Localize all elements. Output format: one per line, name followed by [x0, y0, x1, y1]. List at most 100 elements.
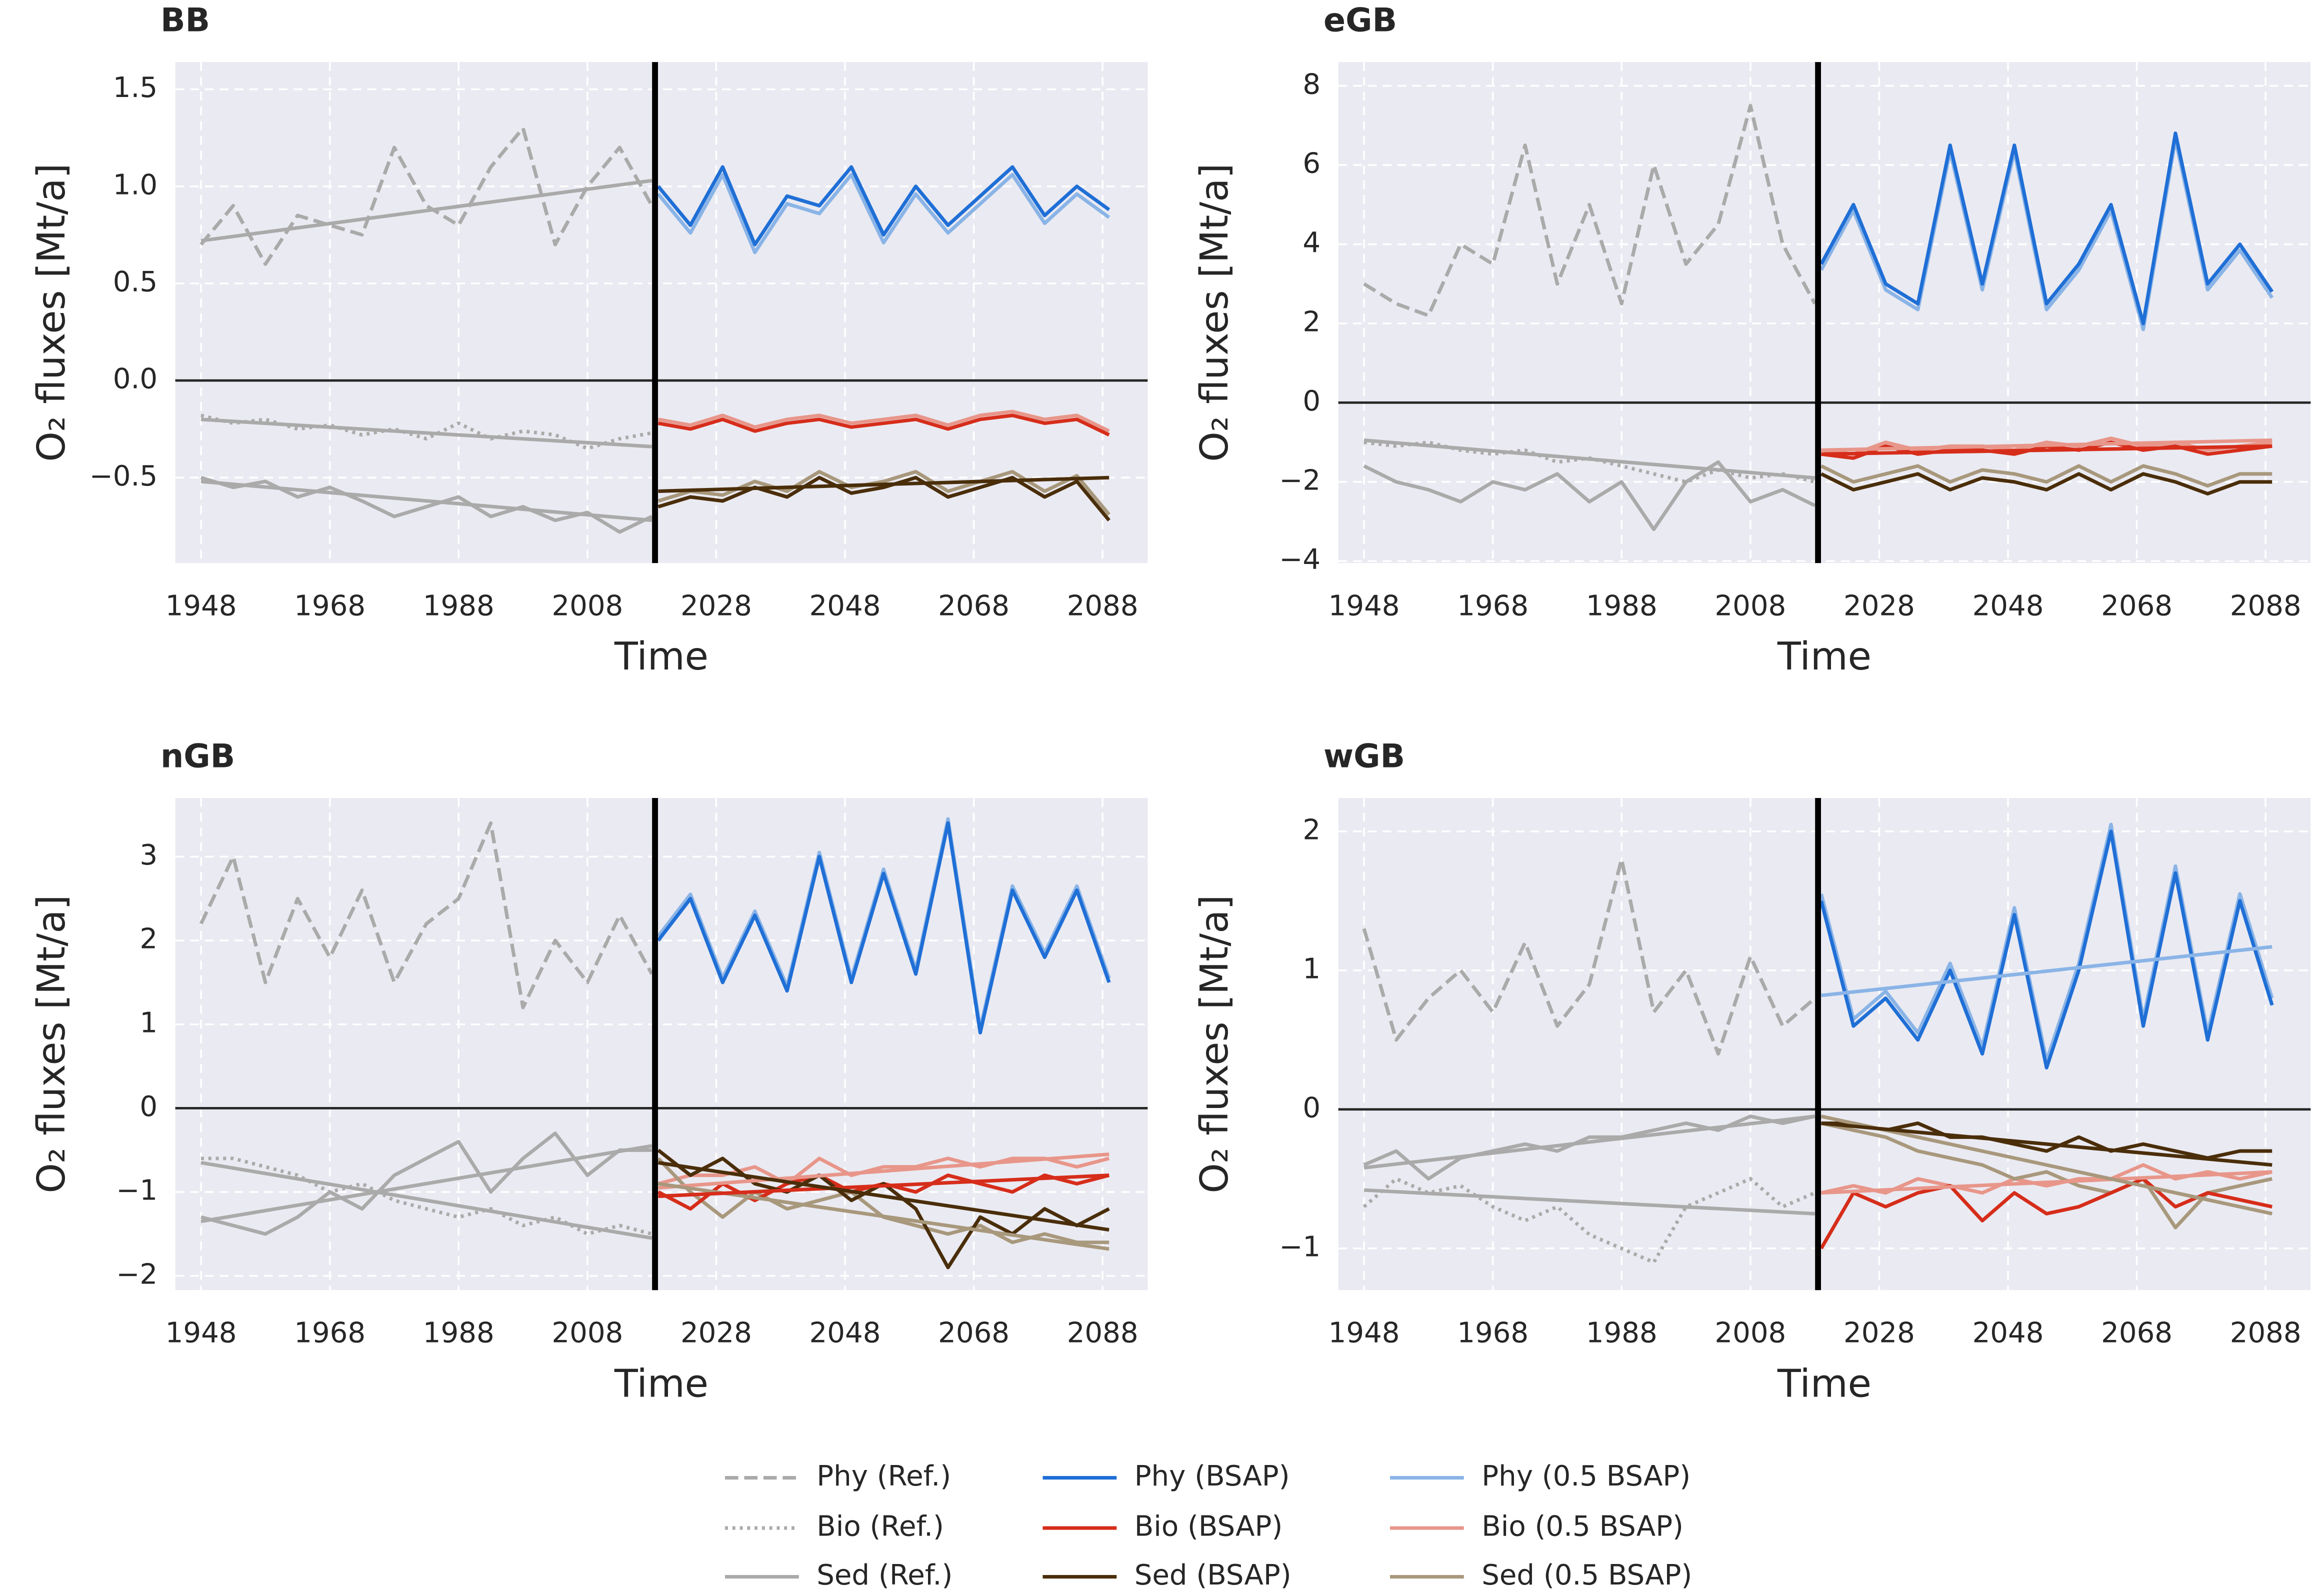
y-axis-label: O₂ fluxes [Mt/a] [30, 164, 74, 462]
x-tick-label: 1948 [1328, 590, 1400, 622]
panel-title: nGB [160, 738, 235, 775]
x-axis-label: Time [1777, 634, 1872, 679]
x-tick-label: 2048 [1972, 1316, 2044, 1349]
series-line [656, 172, 1110, 254]
x-tick-label: 1968 [1457, 590, 1528, 622]
legend-label: Bio (BSAP) [1134, 1510, 1283, 1543]
x-tick-label: 2088 [1067, 590, 1138, 622]
series-line [656, 817, 1111, 1030]
x-tick-label: 2008 [1714, 590, 1786, 622]
legend-label: Sed (BSAP) [1134, 1559, 1292, 1592]
panel: 1948 1968 1988 2008 2028 2048 2068 2088 −2 −1 0 1 2 3… [30, 738, 1148, 1406]
series-line [1820, 1122, 2272, 1230]
series-line [1363, 104, 1816, 318]
plot-background [1338, 798, 2311, 1290]
y-tick-label: 2 [140, 923, 158, 956]
y-tick-label: 0 [1302, 1092, 1320, 1124]
y-tick-label: −2 [116, 1258, 158, 1290]
x-tick-label: 2048 [810, 1316, 881, 1349]
x-tick-label: 2068 [2101, 1316, 2172, 1349]
series-line [1364, 1114, 1816, 1170]
series-line [656, 821, 1111, 1034]
series-line [658, 1152, 1110, 1190]
y-tick-label: −2 [1279, 464, 1320, 496]
series-line [1362, 1177, 1816, 1264]
panel: 1948 1968 1988 2008 2028 2048 2068 2088 −0.5 0.0 0… [30, 2, 1148, 679]
x-tick-label: 2028 [1844, 590, 1915, 622]
series-line [200, 126, 654, 266]
y-axis-label: O₂ fluxes [Mt/a] [1192, 895, 1237, 1194]
y-tick-label: 0.0 [113, 363, 158, 396]
legend-label: Bio (Ref.) [816, 1510, 944, 1543]
x-tick-label: 1968 [294, 1316, 366, 1349]
x-tick-label: 1988 [1586, 1316, 1658, 1349]
series-line [1820, 464, 2272, 488]
x-tick-label: 2008 [552, 1316, 623, 1349]
y-axis-label: O₂ fluxes [Mt/a] [30, 895, 74, 1194]
plot-background [175, 798, 1148, 1290]
panel-title: eGB [1324, 2, 1397, 39]
x-tick-label: 2028 [680, 590, 752, 622]
series-line [658, 1174, 1110, 1198]
series-line [200, 1156, 652, 1236]
x-axis-label: Time [614, 1362, 708, 1406]
x-tick-label: 2068 [938, 590, 1010, 622]
series-line [658, 476, 1110, 522]
x-tick-label: 2068 [2101, 590, 2172, 622]
y-tick-label: 2 [1302, 814, 1320, 846]
legend-label: Bio (0.5 BSAP) [1482, 1510, 1684, 1543]
y-tick-label: 0 [1302, 385, 1320, 418]
series-line [658, 410, 1110, 433]
y-tick-label: 1 [140, 1006, 158, 1039]
series-line [1820, 1114, 2272, 1216]
series-line [658, 1182, 1110, 1251]
y-tick-label: −0.5 [90, 460, 158, 492]
series-line [200, 1132, 652, 1236]
x-tick-label: 2028 [680, 1316, 752, 1349]
y-tick-label: 8 [1302, 68, 1320, 100]
x-tick-label: 1968 [1457, 1316, 1528, 1349]
series-line [1821, 945, 2272, 998]
x-tick-label: 2008 [552, 590, 623, 622]
legend-label: Sed (0.5 BSAP) [1482, 1559, 1692, 1592]
y-tick-label: 4 [1302, 226, 1320, 259]
y-tick-label: 1.0 [113, 168, 158, 201]
series-line [658, 476, 1110, 493]
x-tick-label: 1988 [423, 590, 494, 622]
y-tick-label: 2 [1302, 306, 1320, 338]
x-tick-label: 1988 [1586, 590, 1658, 622]
series-line [200, 418, 652, 448]
legend: Phy (Ref.) Bio (Ref.) Sed (Ref.) Phy (BSAP)… [725, 1460, 1692, 1592]
x-tick-label: 2048 [810, 590, 881, 622]
series-line [200, 480, 652, 522]
x-tick-label: 2008 [1714, 1316, 1786, 1349]
x-tick-label: 1948 [166, 590, 237, 622]
panel-title: BB [160, 2, 210, 39]
series-line [1820, 132, 2274, 326]
x-axis-label: Time [614, 634, 708, 679]
plot-background [175, 62, 1148, 564]
series-line [1364, 1188, 1815, 1216]
series-line [200, 1144, 652, 1224]
series-line [1821, 1121, 2272, 1160]
plot-background [1338, 62, 2311, 564]
series-line [1364, 438, 1816, 480]
y-tick-label: 3 [140, 839, 158, 872]
series-line [1821, 1170, 2272, 1195]
x-tick-label: 2088 [2230, 590, 2302, 622]
series-line [1820, 472, 2272, 496]
series-line [199, 821, 654, 1010]
legend-label: Phy (Ref.) [816, 1460, 951, 1492]
x-tick-label: 1948 [166, 1316, 237, 1349]
x-tick-label: 2088 [2230, 1316, 2302, 1349]
series-line [1362, 857, 1816, 1056]
legend-label: Phy (BSAP) [1134, 1460, 1290, 1492]
y-tick-label: 6 [1302, 148, 1320, 180]
x-tick-label: 2028 [1844, 1316, 1915, 1349]
series-line [200, 1160, 652, 1240]
series-line [1821, 1121, 2272, 1167]
y-tick-label: 0 [140, 1090, 158, 1123]
series-line [200, 178, 652, 242]
x-tick-label: 2048 [1972, 590, 2044, 622]
